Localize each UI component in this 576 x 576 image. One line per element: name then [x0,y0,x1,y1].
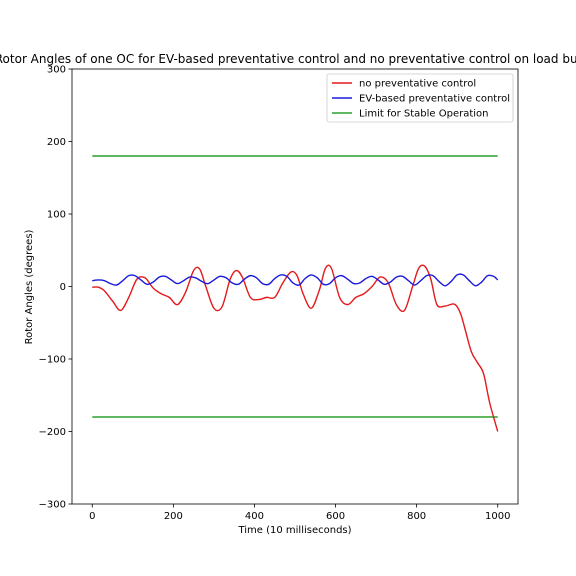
y-tick-label: 200 [47,137,66,148]
y-tick-label: −100 [39,355,66,366]
x-axis-label: Time (10 milliseconds) [237,525,351,536]
legend-box [326,73,514,123]
legend-label: Limit for Stable Operation [359,109,489,120]
legend-label: no preventative control [359,79,476,90]
y-axis-label: Rotor Angles (degrees) [24,229,35,344]
series-line-no-control [92,264,499,432]
y-tick-label: 100 [47,210,66,221]
y-axis: −300 −200 −100 0 100 200 300 [39,65,72,511]
x-tick-label: 400 [245,511,264,522]
x-tick-label: 600 [326,511,345,522]
x-tick-label: 800 [407,511,426,522]
x-tick-label: 1000 [485,511,510,522]
series-layer [92,155,499,432]
series-line-ev-control [92,273,499,287]
chart-title: Rotor Angles of one OC for EV-based prev… [0,52,576,66]
x-axis: 0 200 400 600 800 1000 [89,504,510,522]
x-tick-label: 200 [164,511,183,522]
plot-area [72,69,518,504]
y-tick-label: −300 [39,500,66,511]
y-tick-label: 0 [60,282,66,293]
legend: no preventative control EV-based preventa… [326,73,514,123]
legend-label: EV-based preventative control [359,94,510,105]
x-tick-label: 0 [89,511,95,522]
y-tick-label: −200 [39,427,66,438]
y-tick-label: 300 [47,65,66,76]
